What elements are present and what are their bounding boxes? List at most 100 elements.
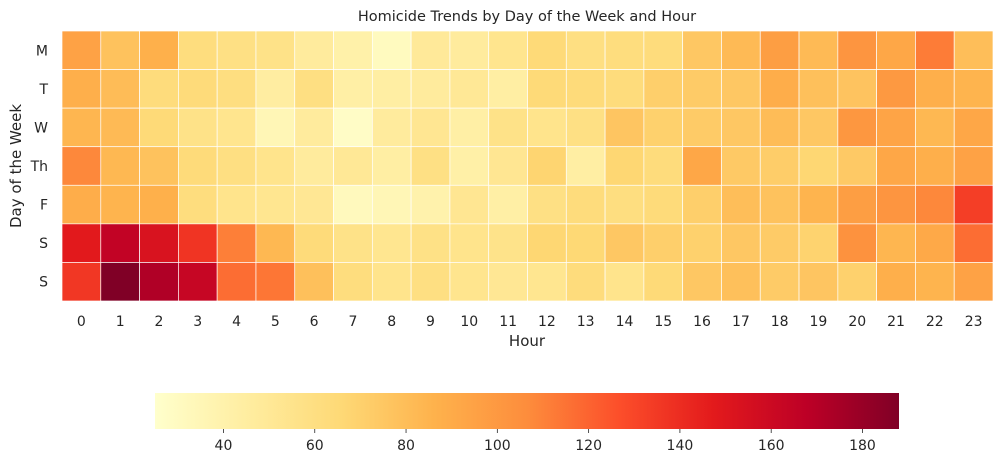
heatmap-cell: [178, 30, 218, 70]
heatmap-cell: [488, 146, 528, 186]
heatmap-cell: [565, 107, 606, 148]
heatmap-cell: [565, 146, 606, 186]
y-tick-label: Th: [30, 159, 48, 175]
heatmap-cell: [915, 107, 955, 148]
heatmap-cell: [837, 107, 877, 148]
x-tick-label: 6: [310, 314, 319, 330]
heatmap-cell: [410, 30, 451, 70]
heatmap-cell: [915, 30, 955, 70]
heatmap-cell: [565, 184, 606, 225]
heatmap-cell: [527, 184, 567, 225]
heatmap-cell: [294, 184, 334, 225]
heatmap-cell: [527, 262, 567, 302]
heatmap-cell: [255, 146, 296, 186]
x-tick-label: 3: [193, 314, 202, 330]
heatmap-cell: [953, 223, 994, 263]
heatmap-cell: [837, 262, 877, 302]
heatmap-cell: [876, 69, 916, 109]
heatmap-cell: [178, 146, 218, 186]
x-tick-label: 9: [426, 314, 435, 330]
heatmap-cell: [449, 69, 490, 109]
heatmap-cell: [61, 107, 102, 148]
heatmap-cell: [721, 184, 761, 225]
x-tick-label: 22: [926, 314, 944, 330]
heatmap-cell: [837, 30, 877, 70]
heatmap-cell: [527, 30, 567, 70]
heatmap-cell: [837, 184, 877, 225]
heatmap-cell: [333, 184, 373, 225]
heatmap-cell: [915, 146, 955, 186]
heatmap-cell: [837, 223, 877, 263]
heatmap-cell: [565, 30, 606, 70]
heatmap-cell: [178, 223, 218, 263]
y-tick-label: M: [36, 43, 48, 59]
heatmap-cell: [61, 184, 102, 225]
heatmap-cell: [721, 146, 761, 186]
heatmap-cell: [643, 223, 684, 263]
heatmap-cell: [527, 146, 567, 186]
x-tick-label: 11: [499, 314, 517, 330]
heatmap-cell: [61, 146, 102, 186]
heatmap-cell: [604, 146, 645, 186]
heatmap-cell: [294, 30, 334, 70]
heatmap-cell: [759, 107, 800, 148]
heatmap-cell: [915, 69, 955, 109]
colorbar-tick-label: 140: [667, 438, 694, 454]
heatmap-cell: [139, 107, 179, 148]
heatmap-cell: [759, 146, 800, 186]
heatmap-cell: [721, 223, 761, 263]
heatmap-cell: [682, 223, 722, 263]
heatmap-cell: [488, 184, 528, 225]
heatmap-cell: [178, 262, 218, 302]
heatmap-cell: [294, 223, 334, 263]
x-tick-label: 16: [693, 314, 711, 330]
x-tick-label: 23: [965, 314, 983, 330]
heatmap-cell: [216, 223, 257, 263]
heatmap-cell: [178, 69, 218, 109]
heatmap-cell: [759, 69, 800, 109]
heatmap-cell: [798, 184, 839, 225]
heatmap-cell: [61, 30, 102, 70]
heatmap-cell: [216, 184, 257, 225]
heatmap-cell: [643, 30, 684, 70]
heatmap-cell: [410, 262, 451, 302]
heatmap-cell: [915, 262, 955, 302]
x-tick-label: 14: [616, 314, 634, 330]
heatmap-cell: [371, 107, 412, 148]
heatmap-cell: [216, 146, 257, 186]
heatmap-cell: [216, 30, 257, 70]
heatmap-cell: [139, 30, 179, 70]
heatmap-cell: [876, 184, 916, 225]
x-tick-label: 17: [732, 314, 750, 330]
heatmap-cell: [449, 223, 490, 263]
heatmap-cell: [255, 30, 296, 70]
heatmap-cell: [876, 223, 916, 263]
heatmap-cell: [371, 69, 412, 109]
y-tick-label: T: [38, 82, 48, 98]
heatmap-cell: [876, 107, 916, 148]
heatmap-cell: [565, 223, 606, 263]
heatmap-cell: [953, 184, 994, 225]
heatmap-cell: [682, 107, 722, 148]
heatmap-cell: [876, 30, 916, 70]
heatmap-cell: [139, 146, 179, 186]
heatmap-cell: [798, 262, 839, 302]
colorbar: [155, 393, 899, 429]
heatmap-cell: [61, 69, 102, 109]
x-tick-label: 15: [654, 314, 672, 330]
heatmap-cell: [798, 69, 839, 109]
heatmap-cell: [139, 262, 179, 302]
heatmap-cell: [798, 146, 839, 186]
heatmap-cell: [604, 30, 645, 70]
heatmap-cell: [488, 107, 528, 148]
heatmap-cell: [178, 107, 218, 148]
heatmap-cell: [682, 262, 722, 302]
heatmap-cell: [915, 184, 955, 225]
heatmap-cell: [527, 223, 567, 263]
y-tick-label: S: [39, 275, 48, 291]
heatmap-cell: [604, 69, 645, 109]
heatmap-cell: [759, 184, 800, 225]
heatmap-cell: [216, 107, 257, 148]
heatmap-cell: [255, 262, 296, 302]
